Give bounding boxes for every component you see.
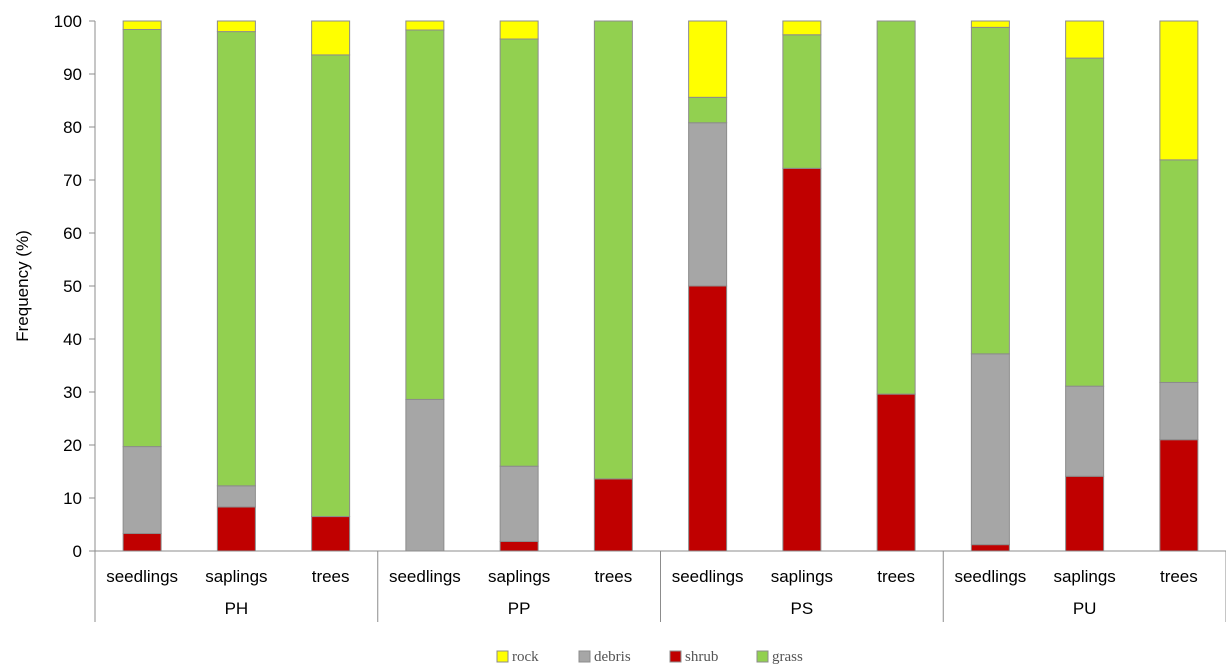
y-tick-label: 90	[63, 65, 82, 84]
x-tick-label: seedlings	[106, 567, 178, 586]
bar-segment-grass	[876, 20, 916, 395]
bar-segment-debris	[1065, 385, 1105, 477]
group-label: PH	[225, 599, 249, 618]
y-tick-label: 80	[63, 118, 82, 137]
x-tick-label: saplings	[1053, 567, 1115, 586]
bar-segment-debris	[216, 485, 256, 508]
x-tick-label: seedlings	[672, 567, 744, 586]
bar-segment-grass	[311, 54, 351, 518]
bar-segment-rock	[1159, 20, 1199, 161]
bar-segment-rock	[216, 20, 256, 33]
bar-segment-grass	[1159, 159, 1199, 383]
bar-segment-rock	[122, 20, 162, 30]
group-label: PU	[1073, 599, 1097, 618]
y-tick-label: 60	[63, 224, 82, 243]
x-tick-label: saplings	[771, 567, 833, 586]
legend: rock debris shrub grass	[496, 649, 803, 665]
bar-segment-shrub	[216, 506, 256, 552]
bar-segment-rock	[1065, 20, 1105, 59]
bar-segment-shrub	[1159, 439, 1199, 552]
bar-segment-rock	[311, 20, 351, 56]
y-tick-label: 30	[63, 383, 82, 402]
legend-swatch-grass	[756, 650, 769, 663]
y-tick-label: 50	[63, 277, 82, 296]
bar-segment-grass	[405, 29, 445, 400]
bar-segment-debris	[122, 446, 162, 535]
bar-segment-shrub	[499, 540, 539, 552]
bar-segment-grass	[782, 34, 822, 169]
legend-swatch-rock	[496, 650, 509, 663]
bar-segment-shrub	[876, 393, 916, 552]
y-tick-label: 70	[63, 171, 82, 190]
y-axis-title: Frequency (%)	[13, 230, 32, 341]
bar-segment-debris	[970, 353, 1010, 546]
y-tick-label: 100	[54, 12, 82, 31]
x-tick-label: trees	[1160, 567, 1198, 586]
bar-segment-rock	[970, 20, 1010, 28]
y-tick-label: 10	[63, 489, 82, 508]
x-tick-label: saplings	[205, 567, 267, 586]
legend-label-shrub: shrub	[685, 649, 718, 665]
bar-segment-shrub	[782, 167, 822, 552]
bar-segment-rock	[405, 20, 445, 31]
y-tick-label: 0	[73, 542, 82, 561]
bar-segment-shrub	[593, 478, 633, 552]
group-label: PS	[791, 599, 814, 618]
bar-segment-shrub	[688, 285, 728, 552]
legend-swatch-debris	[578, 650, 591, 663]
bar-segment-debris	[1159, 381, 1199, 441]
bar-segment-rock	[782, 20, 822, 36]
x-tick-label: trees	[594, 567, 632, 586]
y-tick-label: 20	[63, 436, 82, 455]
legend-label-grass: grass	[772, 649, 803, 665]
x-tick-label: trees	[877, 567, 915, 586]
group-label: PP	[508, 599, 531, 618]
bar-segment-grass	[593, 20, 633, 480]
bar-segment-debris	[405, 398, 445, 552]
legend-label-debris: debris	[594, 649, 631, 665]
x-tick-label: trees	[312, 567, 350, 586]
y-tick-label: 40	[63, 330, 82, 349]
bar-segment-grass	[499, 38, 539, 467]
legend-swatch-shrub	[669, 650, 682, 663]
bar-segment-shrub	[122, 533, 162, 552]
bar-segment-rock	[688, 20, 728, 98]
x-tick-label: seedlings	[954, 567, 1026, 586]
bar-segment-grass	[688, 96, 728, 124]
x-tick-label: saplings	[488, 567, 550, 586]
bar-segment-grass	[122, 28, 162, 448]
bar-segment-grass	[970, 26, 1010, 355]
bar-segment-shrub	[1065, 475, 1105, 552]
bar-segment-debris	[688, 122, 728, 287]
x-tick-label: seedlings	[389, 567, 461, 586]
legend-label-rock: rock	[512, 649, 539, 665]
plot-area: 0 10 20 30 40 50 60 70 80 90 100 seedlings saplings t…	[54, 12, 1226, 622]
bar-segment-grass	[1065, 57, 1105, 387]
bar-segment-debris	[499, 465, 539, 542]
bar-segment-rock	[499, 20, 539, 40]
bar-segment-shrub	[970, 544, 1010, 552]
bar-segment-grass	[216, 31, 256, 487]
bar-segment-shrub	[311, 516, 351, 552]
